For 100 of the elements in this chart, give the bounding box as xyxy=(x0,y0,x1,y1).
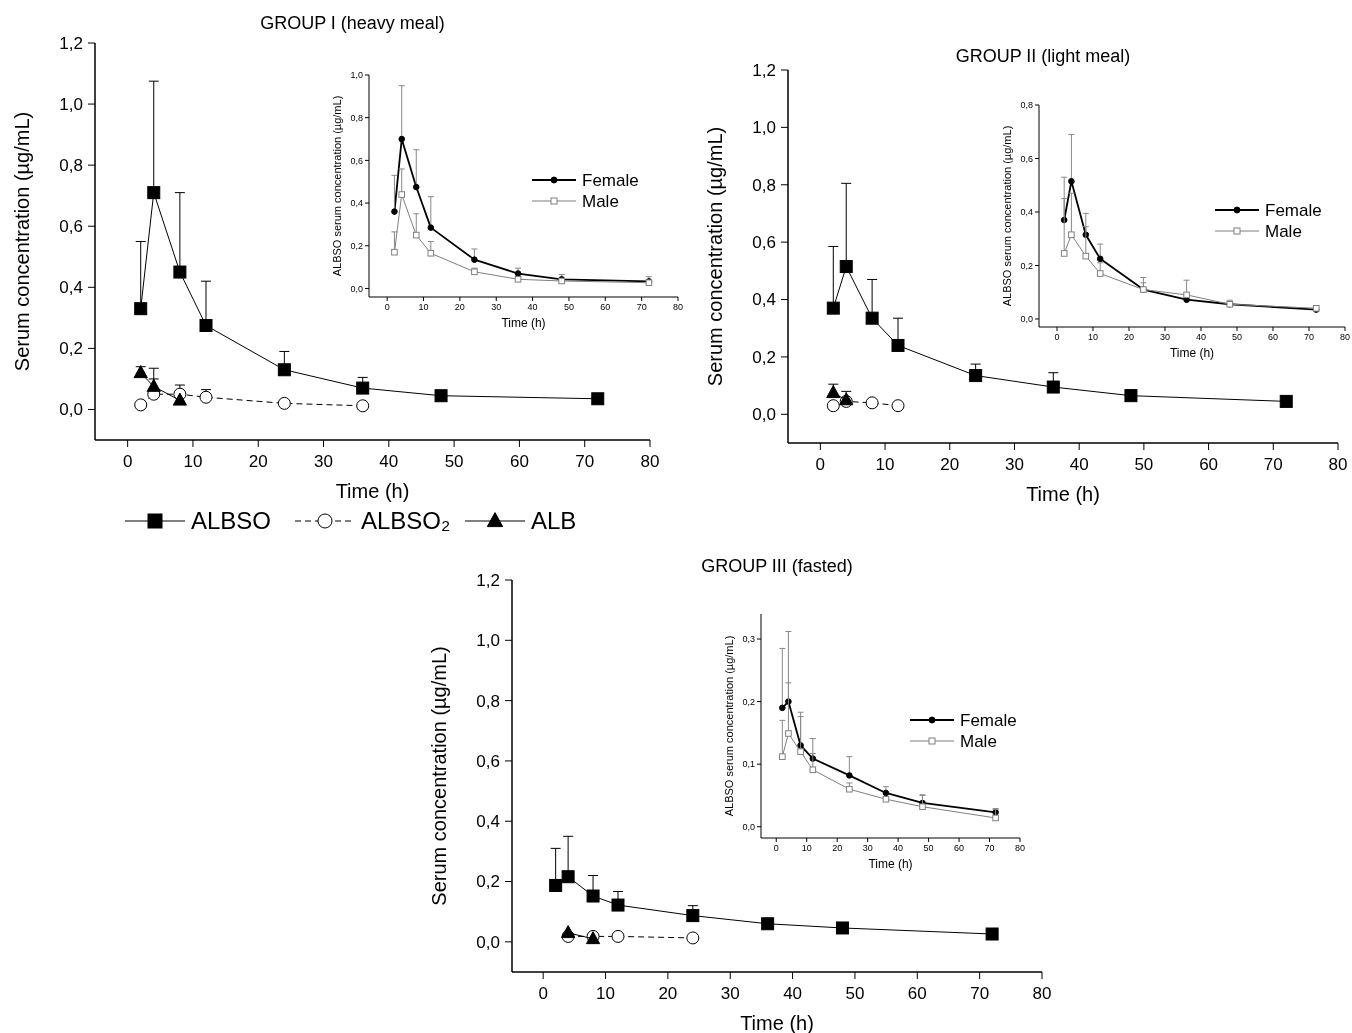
y-tick-label: 0,0 xyxy=(350,283,363,294)
y-tick-label: 0,4 xyxy=(59,278,83,298)
x-tick-label: 10 xyxy=(183,452,203,471)
legend-label: Female xyxy=(960,710,1017,730)
x-tick-label: 10 xyxy=(418,302,429,312)
x-tick-label: 80 xyxy=(1032,984,1052,1003)
chart-title: GROUP I (heavy meal) xyxy=(260,13,445,33)
x-axis-title: Time (h) xyxy=(1169,346,1215,360)
legend-label: ALB xyxy=(531,507,577,535)
y-tick-label: 0,1 xyxy=(742,759,755,770)
x-tick-label: 50 xyxy=(845,984,865,1003)
y-axis-title: ALBSO serum concentration (µg/mL) xyxy=(331,95,343,277)
x-tick-label: 40 xyxy=(893,843,904,853)
y-tick-label: 0,4 xyxy=(1020,207,1033,218)
chart-title: GROUP II (light meal) xyxy=(955,46,1131,66)
y-tick-label: 0,6 xyxy=(476,751,500,771)
x-tick-label: 80 xyxy=(640,452,660,471)
y-tick-label: 1,0 xyxy=(752,118,776,138)
x-tick-label: 40 xyxy=(379,452,399,471)
x-tick-label: 0 xyxy=(815,455,826,474)
y-tick-label: 0,6 xyxy=(350,155,363,166)
legend-label: ALBSO₂ xyxy=(361,507,451,535)
y-tick-label: 0,2 xyxy=(59,339,83,359)
x-axis-title: Time (h) xyxy=(868,857,913,871)
x-tick-label: 60 xyxy=(1199,455,1219,474)
y-tick-label: 1,0 xyxy=(350,70,363,81)
y-tick-label: 0,2 xyxy=(742,696,755,707)
y-tick-label: 0,0 xyxy=(59,400,83,420)
x-tick-label: 40 xyxy=(527,302,538,312)
x-tick-label: 20 xyxy=(832,843,843,853)
x-tick-label: 70 xyxy=(984,843,995,853)
x-tick-label: 70 xyxy=(636,302,647,312)
y-tick-label: 0,4 xyxy=(752,290,776,310)
y-axis-title: ALBSO serum concentration (µg/mL) xyxy=(1001,125,1013,307)
y-tick-label: 0,8 xyxy=(476,691,500,711)
y-tick-label: 1,0 xyxy=(476,631,500,651)
y-tick-label: 1,2 xyxy=(59,33,83,53)
y-tick-label: 0,0 xyxy=(476,932,500,952)
chart-title: GROUP III (fasted) xyxy=(701,556,853,576)
x-tick-label: 20 xyxy=(658,984,678,1003)
legend-label: Male xyxy=(582,191,619,211)
x-tick-label: 60 xyxy=(954,843,965,853)
y-tick-label: 0,0 xyxy=(742,821,755,832)
y-tick-label: 0,2 xyxy=(476,872,500,892)
legend-label: Female xyxy=(1265,200,1322,220)
x-tick-label: 0 xyxy=(122,452,133,471)
x-tick-label: 40 xyxy=(1195,332,1207,342)
x-axis-title: Time (h) xyxy=(1026,483,1100,505)
x-tick-label: 50 xyxy=(923,843,934,853)
x-axis-title: Time (h) xyxy=(501,316,546,330)
x-tick-label: 60 xyxy=(1267,332,1279,342)
y-tick-label: 0,6 xyxy=(1020,153,1033,164)
x-tick-label: 0 xyxy=(538,984,548,1003)
x-tick-label: 60 xyxy=(907,984,927,1003)
legend-label: ALBSO xyxy=(191,507,272,535)
x-tick-label: 10 xyxy=(875,455,895,474)
x-tick-label: 80 xyxy=(1328,455,1348,474)
x-tick-label: 50 xyxy=(563,302,574,312)
x-tick-label: 30 xyxy=(720,984,740,1003)
x-tick-label: 20 xyxy=(248,452,268,471)
y-tick-label: 0,0 xyxy=(1020,314,1033,325)
x-tick-label: 50 xyxy=(444,452,464,471)
x-tick-label: 70 xyxy=(1263,455,1283,474)
y-axis-title: Serum concentration (µg/mL) xyxy=(704,126,726,387)
legend-label: Male xyxy=(1265,221,1302,241)
x-axis-title: Time (h) xyxy=(335,480,410,502)
x-tick-label: 40 xyxy=(783,984,803,1003)
x-tick-label: 10 xyxy=(1087,332,1099,342)
legend-label: Female xyxy=(582,170,639,190)
x-tick-label: 20 xyxy=(454,302,465,312)
x-tick-label: 40 xyxy=(1069,455,1089,474)
x-tick-label: 60 xyxy=(509,452,529,471)
y-tick-label: 0,0 xyxy=(752,405,776,425)
y-tick-label: 0,2 xyxy=(1020,260,1033,271)
y-tick-label: 0,4 xyxy=(476,812,500,832)
x-tick-label: 70 xyxy=(1303,332,1315,342)
x-tick-label: 80 xyxy=(672,302,684,312)
x-tick-label: 0 xyxy=(1054,332,1060,342)
x-tick-label: 60 xyxy=(600,302,611,312)
y-tick-label: 1,0 xyxy=(59,95,83,115)
y-tick-label: 0,8 xyxy=(350,112,363,123)
y-axis-title: Serum concentration (µg/mL) xyxy=(11,111,33,372)
x-tick-label: 0 xyxy=(773,843,779,853)
x-tick-label: 20 xyxy=(1123,332,1135,342)
x-tick-label: 10 xyxy=(596,984,615,1003)
x-tick-label: 30 xyxy=(491,302,502,312)
x-tick-label: 10 xyxy=(801,843,812,853)
y-tick-label: 0,6 xyxy=(752,233,776,253)
legend-label: Male xyxy=(960,731,997,751)
x-tick-label: 70 xyxy=(970,984,990,1003)
x-tick-label: 30 xyxy=(862,843,873,853)
y-tick-label: 0,6 xyxy=(59,217,83,237)
x-tick-label: 20 xyxy=(940,455,960,474)
y-tick-label: 0,4 xyxy=(350,198,363,209)
x-tick-label: 0 xyxy=(384,302,390,312)
y-tick-label: 0,8 xyxy=(752,175,776,195)
x-tick-label: 30 xyxy=(1005,455,1024,474)
y-tick-label: 1,2 xyxy=(752,60,776,80)
x-tick-label: 50 xyxy=(1134,455,1154,474)
x-tick-label: 50 xyxy=(1231,332,1243,342)
